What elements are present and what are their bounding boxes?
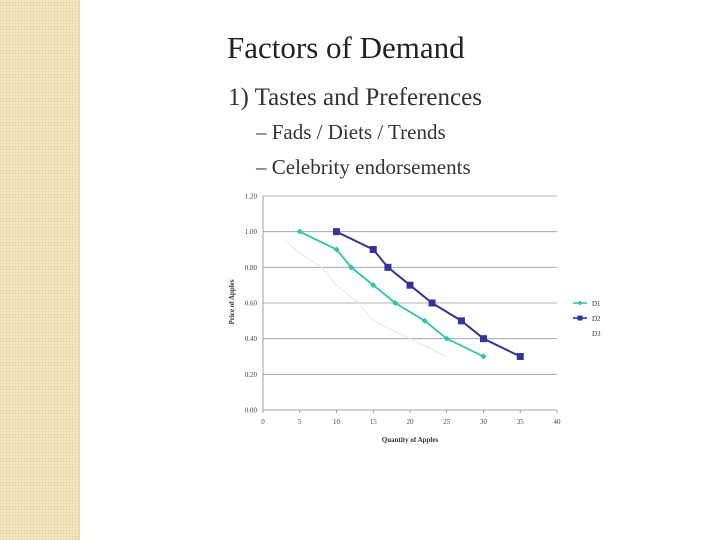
series-D2 bbox=[333, 228, 524, 360]
y-tick-label: 1.00 bbox=[245, 228, 258, 236]
x-tick-label: 0 bbox=[261, 418, 265, 426]
x-tick-label: 5 bbox=[298, 418, 302, 426]
y-tick-label: 0.40 bbox=[245, 335, 258, 343]
point-D2 bbox=[428, 299, 436, 307]
x-tick-label: 10 bbox=[333, 418, 341, 426]
point-D1 bbox=[443, 335, 450, 342]
series-D3 bbox=[284, 240, 447, 357]
legend-marker-D1 bbox=[577, 300, 583, 306]
x-tick-label: 20 bbox=[407, 418, 415, 426]
decorative-side-strip bbox=[0, 0, 80, 540]
point-D1 bbox=[421, 317, 428, 324]
x-tick-labels: 0 5 10 15 20 25 30 35 40 bbox=[261, 418, 561, 426]
point-D1 bbox=[370, 282, 377, 289]
x-tick-label: 35 bbox=[517, 418, 525, 426]
bullet-tastes-preferences: 1) Tastes and Preferences bbox=[228, 84, 482, 111]
x-tick-label: 30 bbox=[480, 418, 488, 426]
y-tick-label: 1.20 bbox=[245, 193, 258, 201]
x-tick-label: 25 bbox=[443, 418, 451, 426]
legend-label-D3: D3 bbox=[592, 330, 601, 338]
point-D1 bbox=[333, 246, 340, 253]
series-line-D1 bbox=[299, 230, 484, 358]
legend-label-D1: D1 bbox=[592, 300, 601, 308]
series-line-D2 bbox=[336, 230, 521, 358]
x-tick-label: 15 bbox=[370, 418, 378, 426]
y-tick-label: 0.20 bbox=[245, 371, 258, 379]
point-D2 bbox=[516, 353, 524, 360]
y-tick-label: 0.60 bbox=[245, 300, 258, 308]
point-D2 bbox=[457, 317, 465, 325]
series-D1 bbox=[296, 228, 487, 360]
slide-title: Factors of Demand bbox=[227, 30, 465, 65]
point-D1 bbox=[392, 300, 399, 306]
point-D2 bbox=[384, 263, 392, 271]
chart-legend: D1 D2 D3 bbox=[573, 300, 601, 338]
point-D1 bbox=[348, 264, 355, 271]
chart-series bbox=[284, 228, 524, 360]
point-D2 bbox=[406, 281, 414, 289]
y-tick-label: 0.00 bbox=[245, 407, 258, 415]
y-tick-labels: 0.00 0.20 0.40 0.60 0.80 1.00 1.20 bbox=[245, 193, 258, 415]
legend-marker-D2 bbox=[577, 315, 583, 321]
point-D2 bbox=[480, 335, 487, 343]
y-tick-label: 0.80 bbox=[245, 264, 258, 272]
legend-label-D2: D2 bbox=[592, 315, 601, 323]
point-D2 bbox=[369, 246, 377, 253]
point-D1 bbox=[296, 228, 303, 235]
point-D2 bbox=[333, 228, 340, 236]
series-line-D3 bbox=[284, 240, 447, 357]
chart-axes bbox=[262, 196, 558, 413]
x-tick-label: 40 bbox=[554, 418, 562, 426]
subbullet-fads: – Fads / Diets / Trends bbox=[256, 120, 446, 144]
chart-gridlines bbox=[263, 195, 557, 375]
point-D1 bbox=[480, 353, 487, 360]
x-axis-label: Quantity of Apples bbox=[382, 436, 439, 444]
subbullet-celebrity: – Celebrity endorsements bbox=[256, 155, 471, 179]
y-axis-label: Price of Apples bbox=[228, 279, 236, 324]
